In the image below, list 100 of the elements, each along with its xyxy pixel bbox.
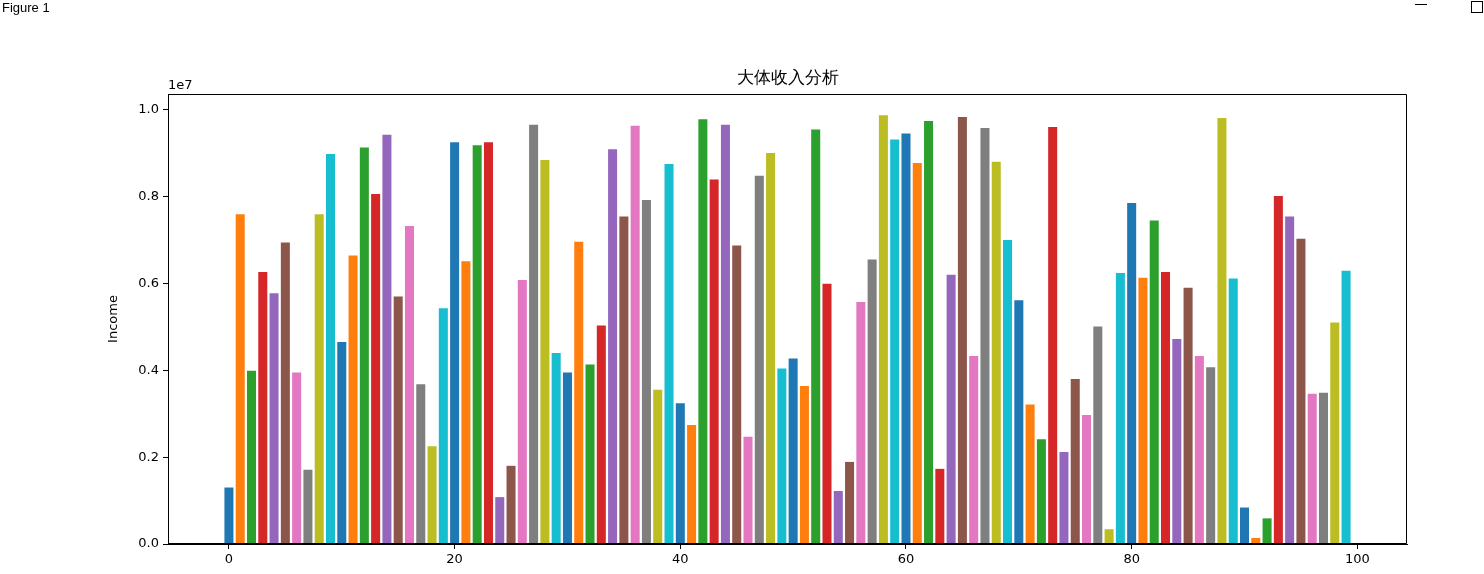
x-tick-label: 80 xyxy=(1123,551,1140,567)
bar xyxy=(1239,507,1250,544)
bar xyxy=(393,296,403,544)
y-tick-label: 0.2 xyxy=(138,448,159,464)
bar xyxy=(359,147,369,544)
bar xyxy=(890,139,900,544)
bar xyxy=(348,255,358,544)
bar xyxy=(924,120,934,544)
bar xyxy=(698,119,708,544)
x-tick-label: 40 xyxy=(672,551,689,567)
bar xyxy=(641,199,651,544)
bar xyxy=(1127,203,1137,544)
bar xyxy=(845,461,855,544)
x-tick-label: 100 xyxy=(1344,551,1370,567)
bar xyxy=(687,424,697,544)
bar xyxy=(822,283,832,544)
bar xyxy=(811,129,821,544)
bar xyxy=(1059,451,1069,544)
bar xyxy=(280,242,290,544)
bar xyxy=(246,370,257,544)
bar xyxy=(1003,239,1013,544)
bar xyxy=(1251,537,1261,544)
bar xyxy=(935,468,945,544)
bar xyxy=(619,216,629,544)
bar xyxy=(461,261,471,544)
bar xyxy=(303,469,313,544)
bar xyxy=(1115,272,1125,544)
bar xyxy=(878,115,888,544)
bar xyxy=(788,358,798,544)
bar xyxy=(1172,338,1182,544)
bar xyxy=(720,124,730,544)
bar xyxy=(1070,378,1080,544)
bar xyxy=(709,179,719,544)
bar xyxy=(664,163,674,544)
x-tick-label: 0 xyxy=(224,551,234,567)
bar xyxy=(404,226,414,544)
bar xyxy=(382,134,392,544)
bar xyxy=(517,279,527,544)
bar xyxy=(1104,529,1114,544)
bar xyxy=(292,372,302,544)
bar xyxy=(235,214,245,544)
bar xyxy=(991,161,1001,544)
y-tick-label: 0.4 xyxy=(138,361,159,377)
bar xyxy=(1025,404,1035,544)
bar xyxy=(450,142,460,544)
bar xyxy=(585,364,595,544)
bar xyxy=(969,355,979,544)
bar xyxy=(314,214,324,544)
bar xyxy=(224,487,234,544)
bar xyxy=(1161,272,1171,544)
bar xyxy=(427,446,437,544)
bar xyxy=(901,133,911,544)
bar xyxy=(1318,392,1329,544)
y-tick-label: 0.8 xyxy=(138,187,159,203)
bar xyxy=(1082,414,1092,544)
bar xyxy=(833,491,843,544)
bar xyxy=(856,302,866,544)
bar xyxy=(743,436,753,544)
y-tick-label: 0.6 xyxy=(138,274,159,290)
bar xyxy=(483,142,493,544)
bar xyxy=(1036,439,1046,544)
bar xyxy=(754,175,764,544)
bar xyxy=(506,465,516,544)
bar xyxy=(1217,117,1227,544)
bar xyxy=(867,259,877,544)
bar xyxy=(337,342,347,544)
text: 1e7 xyxy=(168,76,193,92)
bar xyxy=(1296,238,1306,544)
bar xyxy=(1341,270,1351,544)
bar xyxy=(732,245,742,544)
bar xyxy=(1138,277,1148,544)
bar xyxy=(258,272,268,544)
bar xyxy=(630,125,640,544)
bar xyxy=(325,153,336,544)
caption: Figure 1 xyxy=(2,0,50,15)
bar xyxy=(596,325,606,544)
bar xyxy=(608,149,618,544)
bar xyxy=(777,368,787,544)
bar xyxy=(269,293,279,544)
bar xyxy=(1048,127,1058,544)
bar xyxy=(980,127,990,544)
bar xyxy=(1330,322,1340,544)
bar xyxy=(957,117,967,544)
bar xyxy=(540,160,550,544)
y-tick-label: 0.0 xyxy=(138,535,159,551)
bar xyxy=(1228,278,1238,544)
bar xyxy=(1014,300,1024,544)
bar xyxy=(529,124,539,544)
bar xyxy=(653,389,663,544)
bar xyxy=(675,403,685,544)
bar xyxy=(912,163,922,544)
bar xyxy=(472,145,482,544)
bar xyxy=(1149,220,1159,544)
y-axis-title: Income xyxy=(105,295,121,343)
bar xyxy=(1307,393,1317,544)
bar xyxy=(551,352,561,544)
bar xyxy=(416,384,426,544)
bar xyxy=(1262,518,1272,544)
bar xyxy=(1183,287,1193,544)
bar xyxy=(1206,367,1216,544)
